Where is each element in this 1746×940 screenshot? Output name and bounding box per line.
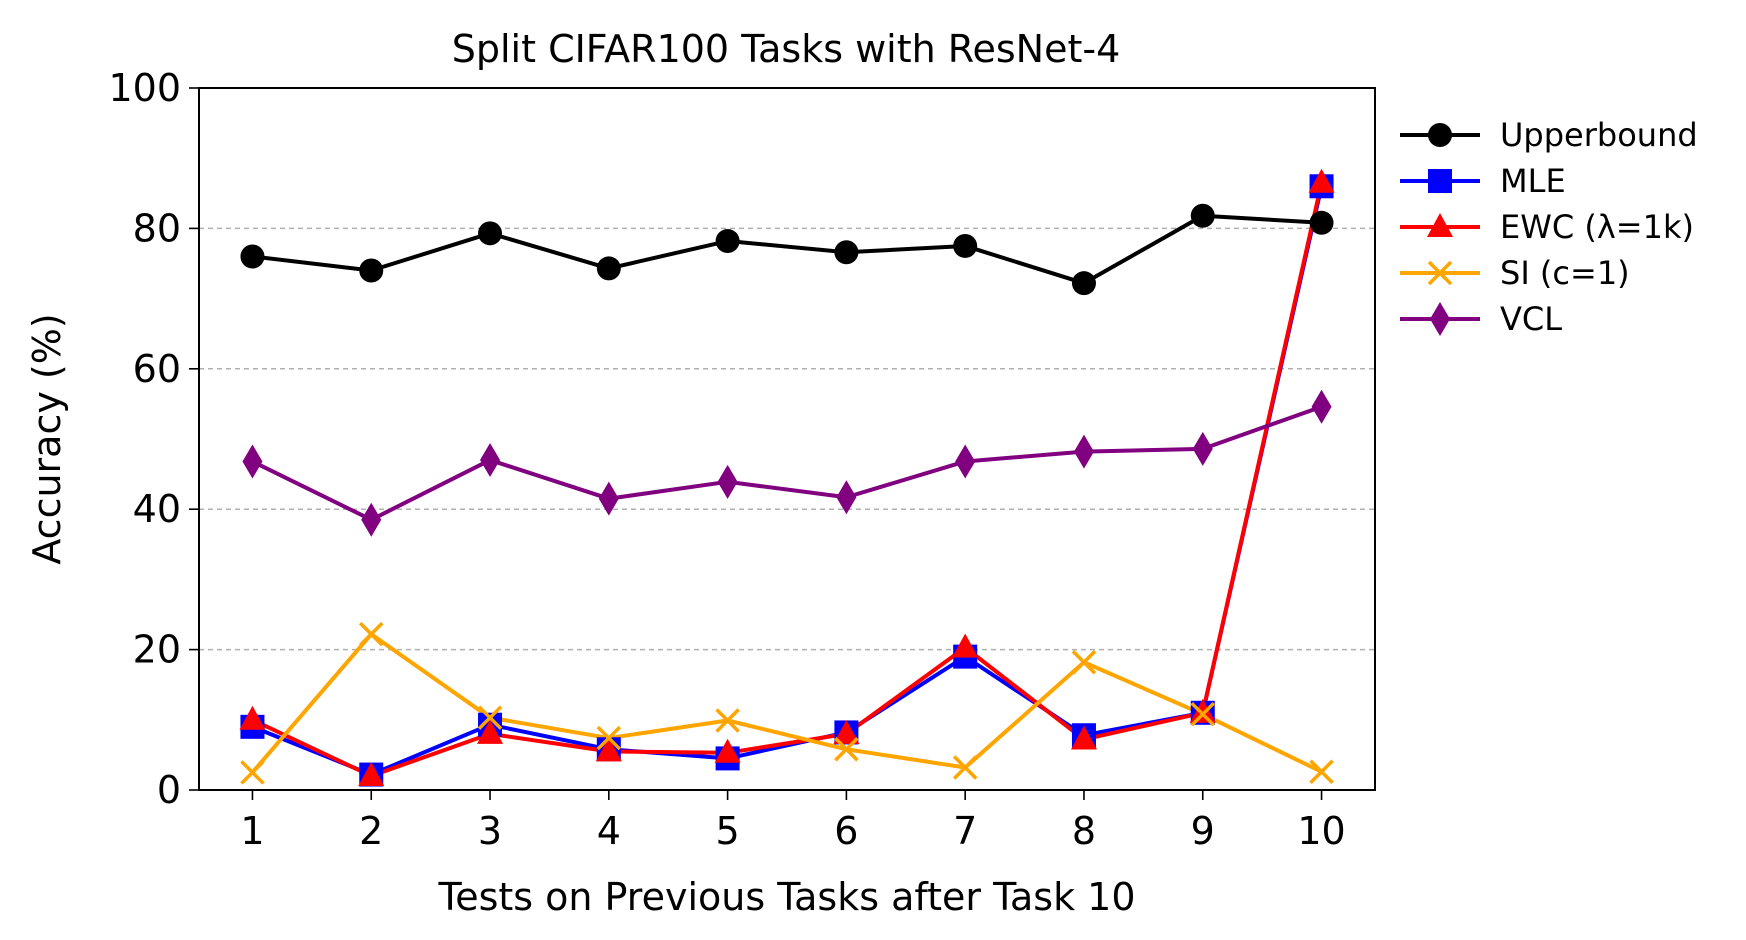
data-point-vcl <box>1192 431 1213 466</box>
x-tick-label: 6 <box>834 809 858 853</box>
data-point-ewc-1k <box>833 719 860 744</box>
data-point-si-c-1 <box>240 760 265 785</box>
data-point-si-c-1 <box>715 708 740 733</box>
y-axis-label: Accuracy (%) <box>25 313 69 564</box>
series-markers <box>239 168 1335 787</box>
data-point-si-c-1 <box>1309 759 1334 784</box>
legend-label: MLE <box>1500 162 1566 200</box>
data-point-upperbound <box>596 256 621 281</box>
data-point-si-c-1 <box>1071 649 1097 675</box>
data-point-ewc-1k <box>1070 725 1097 750</box>
data-point-vcl <box>361 502 382 537</box>
data-point-vcl <box>598 481 619 516</box>
y-tick-label: 0 <box>157 768 181 812</box>
series-line-mle <box>251 185 1324 777</box>
series-line-upperbound <box>252 213 1322 286</box>
data-point-upperbound <box>359 258 384 283</box>
x-tick-label: 5 <box>716 809 740 853</box>
x-tick-label: 1 <box>240 809 264 853</box>
legend-label: Upperbound <box>1500 116 1698 154</box>
legend-marker <box>1430 302 1450 336</box>
data-point-upperbound <box>1190 203 1215 228</box>
y-tick-label: 40 <box>133 487 181 531</box>
x-axis: 1 2 3 4 5 6 7 8 9 10 <box>240 790 1346 853</box>
data-point-ewc-1k <box>952 633 979 658</box>
x-tick-label: 4 <box>597 809 621 853</box>
y-tick-label: 20 <box>133 628 181 672</box>
series-line-vcl <box>251 404 1323 522</box>
data-point-upperbound <box>834 240 859 265</box>
data-point-vcl <box>836 480 857 515</box>
data-point-vcl <box>955 444 976 479</box>
x-tick-label: 10 <box>1297 809 1345 853</box>
data-point-ewc-1k <box>1308 168 1335 193</box>
data-point-si-c-1 <box>359 621 384 647</box>
legend-marker <box>1428 123 1452 147</box>
data-point-si-c-1 <box>596 725 622 751</box>
data-point-vcl <box>242 444 263 479</box>
grid <box>199 227 1375 651</box>
x-tick-label: 9 <box>1191 809 1215 853</box>
legend-item-vcl: VCL <box>1400 300 1562 338</box>
legend-label: VCL <box>1500 300 1562 338</box>
data-point-vcl <box>1311 389 1332 424</box>
legend-item-si-c-1: SI (c=1) <box>1400 254 1630 292</box>
legend-item-upperbound: Upperbound <box>1400 116 1698 154</box>
data-point-upperbound <box>1309 210 1334 235</box>
series-line-ewc-1k <box>251 182 1324 778</box>
legend-marker <box>1428 169 1452 193</box>
x-tick-label: 2 <box>359 809 383 853</box>
data-point-upperbound <box>953 233 978 258</box>
legend-item-mle: MLE <box>1400 162 1566 200</box>
chart-title: Split CIFAR100 Tasks with ResNet-4 <box>452 27 1121 71</box>
data-point-ewc-1k <box>358 761 385 786</box>
x-tick-label: 8 <box>1072 809 1096 853</box>
data-point-vcl <box>717 464 738 499</box>
data-point-ewc-1k <box>477 719 504 744</box>
data-point-si-c-1 <box>952 755 978 780</box>
data-point-upperbound <box>715 229 740 254</box>
data-point-ewc-1k <box>714 738 741 763</box>
data-point-upperbound <box>478 221 503 246</box>
x-tick-label: 7 <box>953 809 977 853</box>
data-point-ewc-1k <box>595 737 622 762</box>
data-point-si-c-1 <box>477 705 503 730</box>
y-tick-label: 100 <box>108 66 181 110</box>
data-point-si-c-1 <box>834 737 859 762</box>
y-tick-label: 60 <box>133 347 181 391</box>
series-line-si-c-1 <box>250 632 1323 774</box>
y-tick-label: 80 <box>133 206 181 250</box>
legend-marker <box>1427 213 1453 237</box>
data-point-upperbound <box>1071 271 1096 296</box>
series-lines <box>250 182 1324 778</box>
y-axis: 0 20 40 60 80 100 <box>108 66 199 812</box>
legend-marker <box>1427 260 1453 286</box>
data-point-ewc-1k <box>1189 698 1216 723</box>
plot-frame <box>198 87 1376 791</box>
data-point-vcl <box>1073 434 1094 469</box>
x-tick-label: 3 <box>478 809 502 853</box>
x-axis-label: Tests on Previous Tasks after Task 10 <box>437 875 1135 919</box>
legend-label: EWC (λ=1k) <box>1500 208 1694 246</box>
data-point-ewc-1k <box>239 705 266 730</box>
legend-label: SI (c=1) <box>1500 254 1630 292</box>
data-point-vcl <box>480 443 501 478</box>
legend-item-ewc-1k: EWC (λ=1k) <box>1400 208 1694 246</box>
data-point-upperbound <box>240 244 265 269</box>
legend: Upperbound MLE EWC (λ=1k) SI (c=1) VCL <box>1400 116 1698 338</box>
data-point-si-c-1 <box>1190 701 1215 727</box>
